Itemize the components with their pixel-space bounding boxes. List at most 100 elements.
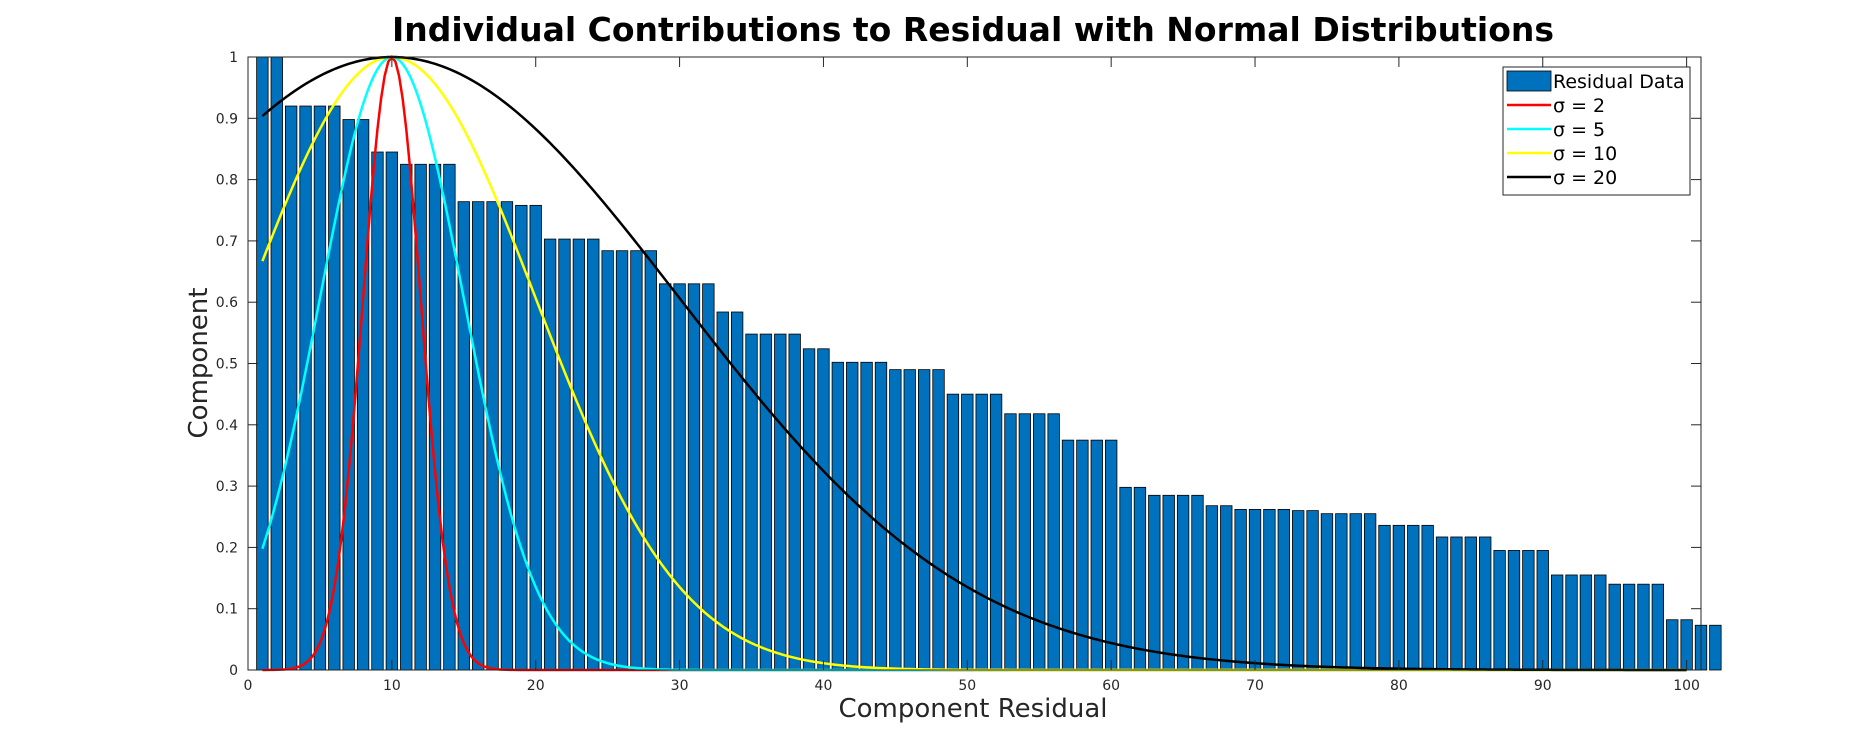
y-tick-label: 0.2 bbox=[216, 540, 238, 556]
x-tick-label: 60 bbox=[1102, 678, 1120, 694]
legend-label: σ = 2 bbox=[1553, 95, 1605, 117]
y-tick-label: 0.5 bbox=[216, 357, 238, 373]
bar bbox=[1306, 510, 1319, 671]
bar bbox=[1148, 494, 1161, 671]
bar bbox=[687, 283, 701, 671]
bar bbox=[1666, 619, 1679, 671]
legend-swatch-bar bbox=[1506, 70, 1552, 92]
bar bbox=[1579, 574, 1593, 671]
bar bbox=[846, 361, 859, 671]
y-ticks-group: 0 0.1 0.2 0.3 0.4 0.5 0.6 0.7 0.8 0.9 1 bbox=[216, 50, 1701, 679]
x-tick-label: 40 bbox=[815, 678, 833, 694]
bar bbox=[1392, 524, 1406, 671]
bar bbox=[802, 348, 816, 671]
bar bbox=[1507, 550, 1521, 671]
chart-title: Individual Contributions to Residual wit… bbox=[392, 10, 1554, 49]
bar bbox=[630, 250, 643, 671]
legend-label: σ = 20 bbox=[1553, 167, 1617, 189]
bar bbox=[1464, 536, 1477, 671]
bar bbox=[975, 393, 988, 671]
bar bbox=[788, 333, 801, 671]
bar bbox=[270, 56, 283, 671]
bar bbox=[385, 151, 399, 671]
bar bbox=[917, 369, 931, 671]
bar bbox=[400, 163, 413, 671]
bar bbox=[1536, 550, 1549, 671]
bar bbox=[1709, 624, 1722, 671]
bar bbox=[1349, 513, 1362, 671]
bar bbox=[1191, 494, 1204, 671]
x-tick-label: 50 bbox=[958, 678, 976, 694]
bar bbox=[256, 56, 269, 671]
bar bbox=[774, 333, 787, 671]
bar bbox=[759, 333, 773, 671]
bar bbox=[1407, 524, 1420, 671]
legend-label: Residual Data bbox=[1553, 71, 1685, 93]
x-tick-label: 80 bbox=[1390, 678, 1408, 694]
bar bbox=[1479, 536, 1492, 671]
bar bbox=[1608, 583, 1621, 671]
bar bbox=[1421, 524, 1434, 671]
x-tick-label: 20 bbox=[527, 678, 545, 694]
bar bbox=[515, 204, 528, 671]
bar bbox=[889, 369, 902, 671]
x-tick-label: 10 bbox=[383, 678, 401, 694]
bar bbox=[874, 361, 888, 671]
x-axis-label: Component Residual bbox=[838, 694, 1107, 724]
bar bbox=[615, 250, 629, 671]
y-tick-label: 0.3 bbox=[216, 479, 238, 495]
y-tick-label: 0.8 bbox=[216, 173, 238, 189]
bar bbox=[1320, 513, 1334, 671]
bar bbox=[1637, 583, 1650, 671]
bar bbox=[1450, 536, 1463, 671]
bar bbox=[529, 204, 542, 671]
y-tick-label: 0.4 bbox=[216, 418, 238, 434]
bar bbox=[1176, 494, 1190, 671]
bar bbox=[1162, 494, 1175, 671]
bar bbox=[1292, 510, 1305, 671]
bar bbox=[989, 393, 1003, 671]
bar bbox=[1565, 574, 1578, 671]
bar bbox=[1522, 550, 1535, 671]
bar bbox=[1277, 508, 1290, 671]
bar bbox=[1263, 508, 1276, 671]
bar bbox=[1047, 413, 1060, 671]
bar bbox=[342, 119, 355, 671]
y-tick-label: 0.7 bbox=[216, 234, 238, 250]
bar bbox=[1119, 486, 1132, 671]
bar bbox=[1378, 524, 1391, 671]
bar bbox=[558, 238, 571, 671]
bar bbox=[831, 361, 844, 671]
bar bbox=[716, 311, 729, 671]
bar bbox=[961, 393, 974, 671]
bar bbox=[817, 348, 830, 671]
x-ticks-group: 0 10 20 30 40 50 60 70 80 90 100 bbox=[244, 57, 1700, 694]
bar bbox=[371, 151, 384, 671]
bar bbox=[932, 369, 945, 671]
bar bbox=[1105, 439, 1118, 671]
bar bbox=[1651, 583, 1664, 671]
bar bbox=[1033, 413, 1046, 671]
bar bbox=[313, 105, 327, 671]
y-tick-label: 0 bbox=[229, 663, 238, 679]
y-tick-label: 0.6 bbox=[216, 295, 238, 311]
bar bbox=[500, 201, 514, 671]
bar bbox=[1493, 550, 1506, 671]
x-tick-label: 70 bbox=[1246, 678, 1264, 694]
bar bbox=[946, 393, 960, 671]
bar bbox=[1435, 536, 1449, 671]
bar bbox=[1363, 513, 1377, 671]
curve-line bbox=[261, 55, 1687, 672]
bar bbox=[1061, 439, 1075, 671]
bar bbox=[356, 119, 370, 671]
bar bbox=[572, 238, 586, 671]
bar bbox=[472, 201, 485, 671]
legend-label: σ = 10 bbox=[1553, 143, 1617, 165]
bar bbox=[543, 238, 557, 671]
bar bbox=[1550, 574, 1564, 671]
y-tick-label: 0.1 bbox=[216, 602, 238, 618]
x-tick-label: 100 bbox=[1673, 678, 1700, 694]
bar bbox=[659, 283, 672, 671]
